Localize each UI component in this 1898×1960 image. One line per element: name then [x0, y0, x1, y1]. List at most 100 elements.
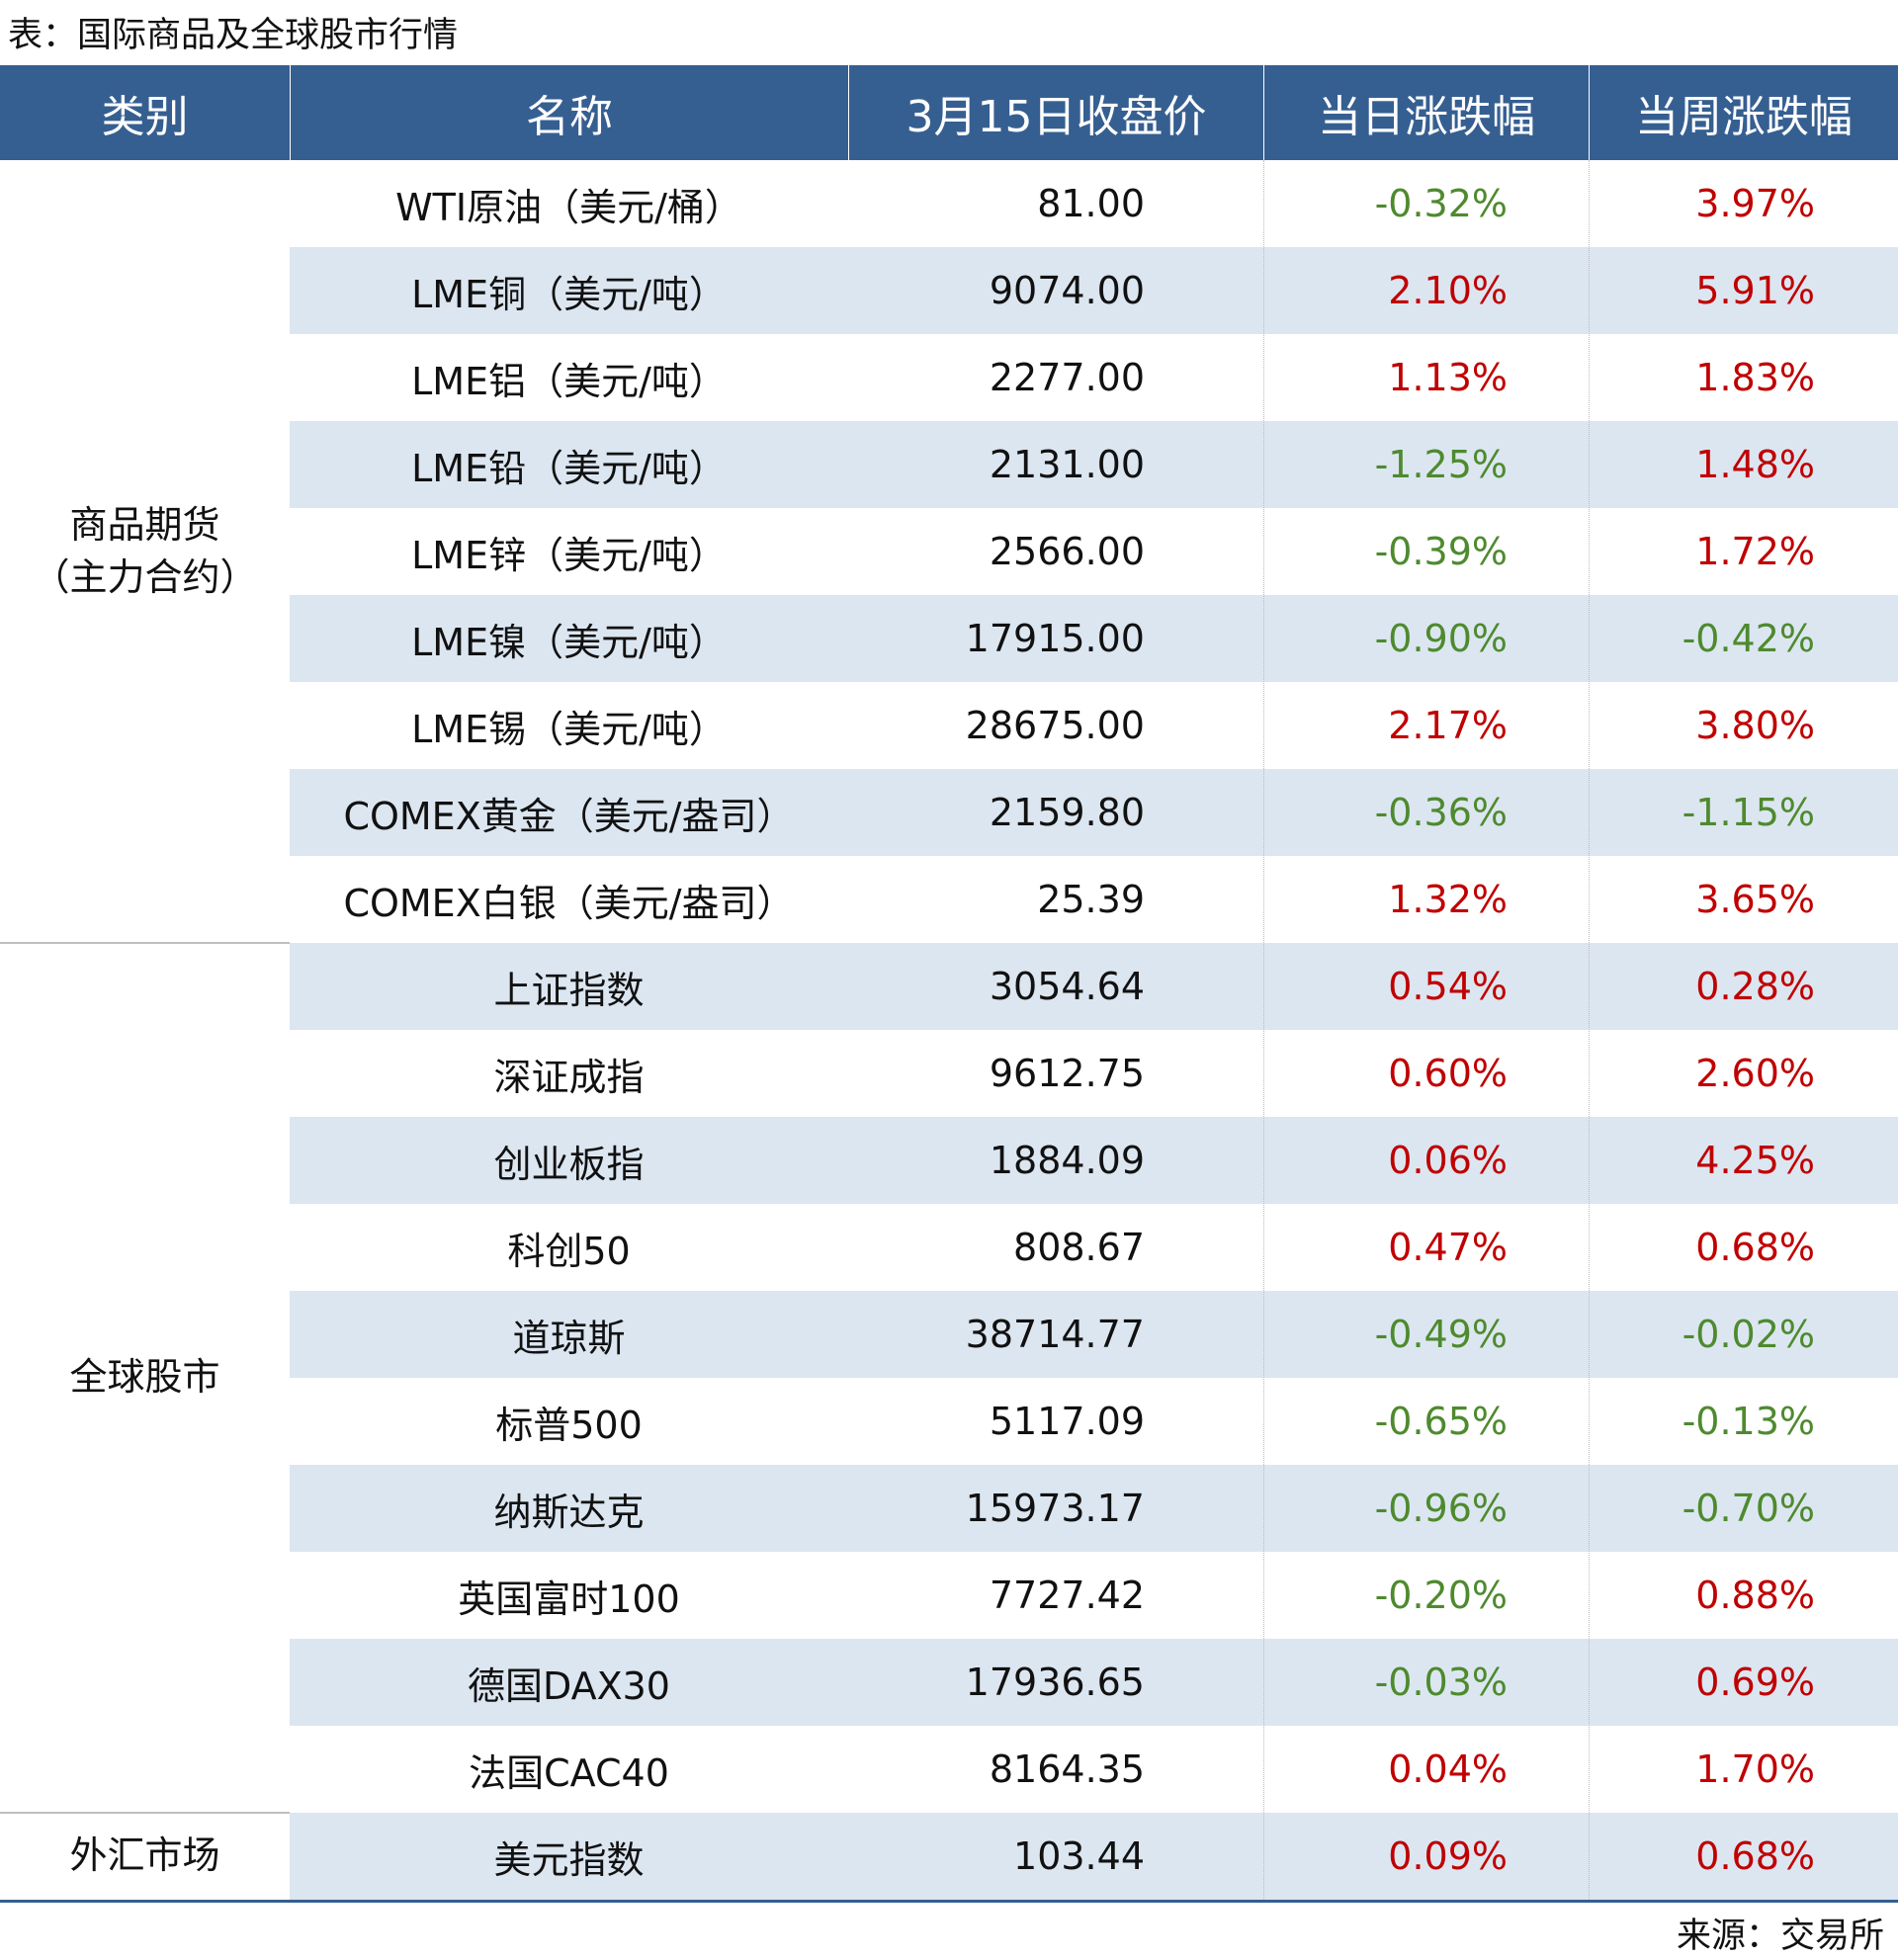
change-cell: 1.72%	[1695, 530, 1815, 573]
change-cell: 0.60%	[1388, 1052, 1508, 1095]
name-cell: LME镍（美元/吨）	[411, 620, 727, 664]
price-cell: 2566.00	[989, 530, 1145, 573]
row-shade	[290, 1465, 1898, 1552]
change-cell: 2.60%	[1695, 1052, 1815, 1095]
category-cell: 全球股市	[69, 1355, 220, 1400]
title: 表：国际商品及全球股市行情	[8, 15, 459, 55]
price-cell: 28675.00	[965, 704, 1145, 747]
change-cell: 0.06%	[1388, 1139, 1508, 1182]
change-cell: -0.49%	[1374, 1313, 1508, 1356]
name-cell: LME铜（美元/吨）	[411, 272, 727, 316]
change-cell: -0.03%	[1374, 1661, 1508, 1704]
row-shade	[290, 769, 1898, 856]
change-cell: 4.25%	[1695, 1139, 1815, 1182]
name-cell: 美元指数	[493, 1837, 645, 1882]
price-cell: 808.67	[1013, 1226, 1145, 1269]
change-cell: -0.32%	[1374, 182, 1508, 225]
row-shade	[290, 421, 1898, 508]
change-cell: 3.65%	[1695, 878, 1815, 921]
change-cell: -0.65%	[1374, 1400, 1508, 1443]
name-cell: 英国富时100	[458, 1577, 680, 1621]
change-cell: 2.10%	[1388, 269, 1508, 312]
price-cell: 3054.64	[989, 965, 1145, 1008]
price-cell: 81.00	[1037, 182, 1145, 225]
change-cell: -0.13%	[1682, 1400, 1815, 1443]
header-cell: 类别	[0, 65, 290, 160]
source: 来源：交易所	[1676, 1916, 1884, 1956]
group-separator	[0, 1812, 290, 1814]
change-cell: -0.02%	[1682, 1313, 1815, 1356]
change-cell: 0.04%	[1388, 1747, 1508, 1791]
price-cell: 1884.09	[989, 1139, 1145, 1182]
row-shade	[290, 943, 1898, 1030]
price-cell: 15973.17	[965, 1487, 1145, 1530]
row-shade	[290, 1813, 1898, 1900]
change-cell: 1.70%	[1695, 1747, 1815, 1791]
price-cell: 8164.35	[989, 1747, 1145, 1791]
price-cell: 2159.80	[989, 791, 1145, 834]
price-cell: 9074.00	[989, 269, 1145, 312]
change-cell: 1.48%	[1695, 443, 1815, 486]
change-cell: 0.68%	[1695, 1226, 1815, 1269]
change-cell: 0.28%	[1695, 965, 1815, 1008]
row-shade	[290, 1117, 1898, 1204]
change-cell: -0.42%	[1682, 617, 1815, 660]
change-cell: 0.09%	[1388, 1834, 1508, 1878]
price-cell: 17915.00	[965, 617, 1145, 660]
bottom-border	[0, 1900, 1898, 1903]
header-cell: 3月15日收盘价	[848, 65, 1263, 160]
price-cell: 5117.09	[989, 1400, 1145, 1443]
change-cell: 1.83%	[1695, 356, 1815, 399]
name-cell: COMEX白银（美元/盎司）	[343, 881, 795, 925]
change-cell: 1.32%	[1388, 878, 1508, 921]
category-cell: 商品期货 （主力合约）	[32, 502, 258, 599]
change-cell: 0.54%	[1388, 965, 1508, 1008]
name-cell: 上证指数	[493, 968, 645, 1012]
name-cell: LME锡（美元/吨）	[411, 707, 727, 751]
column-divider	[1263, 160, 1264, 1900]
name-cell: 深证成指	[493, 1055, 645, 1099]
change-cell: -1.25%	[1374, 443, 1508, 486]
change-cell: 3.97%	[1695, 182, 1815, 225]
name-cell: LME铝（美元/吨）	[411, 359, 727, 403]
change-cell: 2.17%	[1388, 704, 1508, 747]
name-cell: 科创50	[507, 1229, 631, 1273]
price-cell: 7727.42	[989, 1574, 1145, 1617]
price-cell: 2277.00	[989, 356, 1145, 399]
change-cell: 0.88%	[1695, 1574, 1815, 1617]
change-cell: -0.36%	[1374, 791, 1508, 834]
change-cell: -0.39%	[1374, 530, 1508, 573]
name-cell: LME铅（美元/吨）	[411, 446, 727, 490]
row-shade	[290, 247, 1898, 334]
header-cell: 当日涨跌幅	[1263, 65, 1589, 160]
category-cell: 外汇市场	[69, 1833, 220, 1878]
name-cell: 法国CAC40	[469, 1750, 669, 1795]
price-cell: 25.39	[1037, 878, 1145, 921]
price-cell: 2131.00	[989, 443, 1145, 486]
name-cell: 创业板指	[493, 1142, 645, 1186]
price-cell: 38714.77	[965, 1313, 1145, 1356]
column-divider	[1589, 160, 1590, 1900]
header-cell: 名称	[290, 65, 848, 160]
price-cell: 9612.75	[989, 1052, 1145, 1095]
price-cell: 103.44	[1013, 1834, 1145, 1878]
change-cell: -0.90%	[1374, 617, 1508, 660]
name-cell: COMEX黄金（美元/盎司）	[343, 794, 795, 838]
name-cell: LME锌（美元/吨）	[411, 533, 727, 577]
name-cell: 德国DAX30	[468, 1663, 670, 1708]
change-cell: -0.96%	[1374, 1487, 1508, 1530]
change-cell: 0.47%	[1388, 1226, 1508, 1269]
name-cell: WTI原油（美元/桶）	[395, 185, 742, 229]
change-cell: 1.13%	[1388, 356, 1508, 399]
group-separator	[0, 942, 290, 944]
price-cell: 17936.65	[965, 1661, 1145, 1704]
name-cell: 纳斯达克	[493, 1490, 645, 1534]
row-shade	[290, 1291, 1898, 1378]
change-cell: -0.20%	[1374, 1574, 1508, 1617]
change-cell: 3.80%	[1695, 704, 1815, 747]
change-cell: 0.68%	[1695, 1834, 1815, 1878]
name-cell: 道琼斯	[512, 1316, 626, 1360]
name-cell: 标普500	[495, 1403, 643, 1447]
change-cell: 0.69%	[1695, 1661, 1815, 1704]
